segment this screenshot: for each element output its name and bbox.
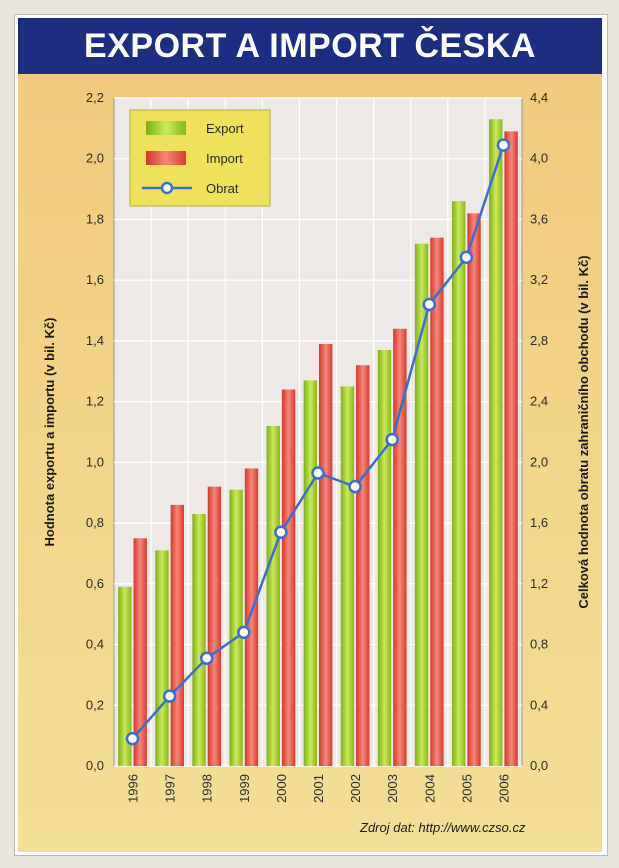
chart-title: EXPORT A IMPORT ČESKA [84, 26, 536, 65]
point-obrat [162, 689, 177, 703]
point-obrat [422, 297, 437, 312]
bar-export [266, 425, 280, 766]
y2-axis-title: Celková hodnota obratu zahraničního obch… [576, 255, 591, 608]
legend-label-obrat: Obrat [206, 181, 239, 196]
bar-import [504, 131, 518, 766]
y-tick-label: 1,4 [86, 333, 104, 348]
point-obrat [459, 250, 474, 265]
bar-export [452, 201, 466, 767]
y2-tick-label: 0,0 [530, 758, 548, 773]
x-tick-label: 2003 [385, 774, 400, 803]
y-tick-label: 1,2 [86, 394, 104, 409]
x-tick-label: 2004 [422, 774, 437, 803]
x-tick-label: 2006 [496, 774, 511, 803]
point-obrat [385, 432, 399, 447]
y2-tick-label: 3,2 [530, 272, 548, 287]
bar-export [489, 119, 503, 767]
legend-label-export: Export [206, 121, 244, 136]
y2-tick-label: 3,6 [530, 211, 548, 226]
point-obrat [274, 525, 288, 539]
bar-export [303, 380, 317, 766]
legend-swatch-obrat-marker [160, 181, 174, 195]
bar-import [430, 237, 444, 766]
bar-import [319, 343, 333, 766]
y2-tick-label: 2,0 [530, 454, 548, 469]
x-tick-label: 1998 [200, 774, 215, 803]
y-tick-label: 0,0 [86, 758, 104, 773]
y2-tick-label: 4,0 [530, 151, 548, 166]
y-tick-label: 1,0 [86, 454, 104, 469]
bar-import [467, 213, 481, 766]
bar-import [356, 365, 370, 766]
y2-tick-label: 0,8 [530, 637, 548, 652]
y-tick-label: 0,8 [86, 515, 104, 530]
y-tick-label: 0,4 [86, 637, 104, 652]
x-tick-label: 2005 [459, 774, 474, 803]
bar-import [133, 538, 147, 766]
y2-tick-label: 0,4 [530, 697, 548, 712]
y-tick-label: 2,2 [86, 90, 104, 105]
title-bar: EXPORT A IMPORT ČESKA [18, 18, 602, 74]
y-tick-label: 1,6 [86, 272, 104, 287]
bar-export [155, 550, 169, 766]
legend-swatch-export [146, 121, 186, 135]
point-obrat [125, 731, 140, 746]
y2-tick-label: 2,8 [530, 333, 548, 348]
bar-import [207, 486, 222, 766]
x-tick-label: 1996 [126, 774, 141, 803]
x-tick-label: 1997 [163, 774, 178, 803]
bar-export [118, 586, 132, 766]
bar-export [229, 489, 243, 766]
y-tick-label: 0,2 [86, 697, 104, 712]
x-tick-label: 2002 [348, 774, 363, 803]
bar-export [377, 350, 392, 766]
x-tick-label: 2000 [274, 774, 289, 803]
y-axis-title: Hodnota exportu a importu (v bil. Kč) [42, 318, 57, 547]
bar-export [340, 386, 355, 766]
y-tick-label: 2,0 [86, 151, 104, 166]
source-note: Zdroj dat: http://www.czso.cz [360, 820, 526, 835]
y-tick-label: 0,6 [86, 576, 104, 591]
point-obrat [237, 625, 251, 640]
y2-tick-label: 2,4 [530, 394, 548, 409]
y2-tick-label: 1,2 [530, 576, 548, 591]
point-obrat [311, 466, 325, 480]
bar-import [281, 389, 296, 766]
bar-import [244, 468, 259, 766]
legend-swatch-import [146, 151, 186, 165]
bar-export [192, 513, 206, 766]
point-obrat [199, 651, 214, 665]
y2-tick-label: 4,4 [530, 90, 548, 105]
legend-label-import: Import [206, 151, 243, 166]
y2-tick-label: 1,6 [530, 515, 548, 530]
point-obrat [348, 479, 362, 494]
x-tick-label: 1999 [237, 774, 252, 803]
bar-export [414, 243, 429, 766]
point-obrat [496, 138, 511, 152]
y-tick-label: 1,8 [86, 211, 104, 226]
x-tick-label: 2001 [311, 774, 326, 803]
bar-import [170, 504, 184, 766]
